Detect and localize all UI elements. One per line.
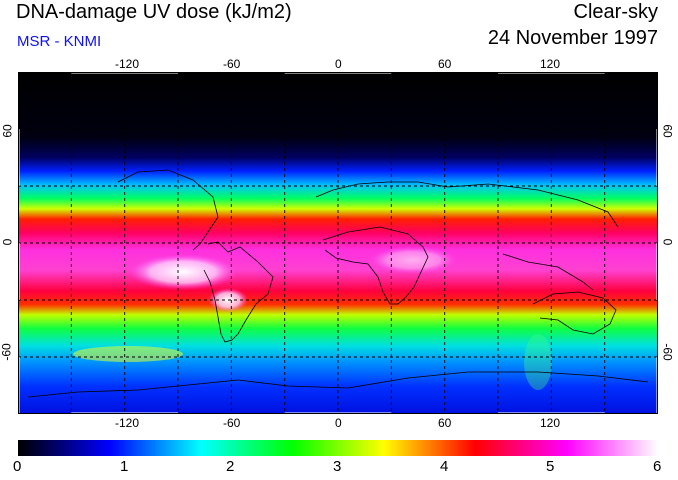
uv-band-anomaly: [524, 334, 552, 390]
lat-tick-right: 0: [660, 238, 675, 246]
map-frame: [18, 72, 658, 414]
coastline-africa: [322, 226, 429, 305]
lon-tick-top: 0: [335, 57, 342, 71]
lon-tick-top: -120: [115, 57, 140, 71]
lon-tick-bottom: 60: [438, 416, 452, 430]
sky-condition-label: Clear-sky: [573, 1, 658, 23]
colorbar-tick-label: 4: [440, 458, 449, 475]
coastline-southeast-asia: [502, 253, 594, 291]
lat-tick-left: 60: [0, 124, 15, 138]
colorbar-gradient: [18, 440, 658, 456]
colorbar-tick-label: 6: [653, 458, 662, 475]
lat-tick-left: -60: [0, 343, 14, 361]
graticule: [18, 72, 658, 414]
lat-tick-left: 0: [0, 238, 15, 246]
colorbar-tick-label: 5: [546, 458, 555, 475]
coastline-north-america: [117, 169, 219, 251]
colorbar: [18, 440, 658, 456]
lon-tick-bottom: 120: [540, 416, 561, 430]
map-title: DNA-damage UV dose (kJ/m2): [16, 1, 292, 23]
lon-tick-bottom: -60: [223, 416, 241, 430]
coastline-antarctica: [27, 371, 649, 398]
colorbar-tick-label: 1: [120, 458, 129, 475]
coastline-australia: [532, 291, 617, 335]
lon-tick-bottom: 0: [335, 416, 342, 430]
uv-maximum-patch: [368, 246, 458, 274]
lon-tick-top: 120: [540, 57, 561, 71]
colorbar-tick-label: 0: [13, 458, 22, 475]
lon-tick-top: 60: [438, 57, 452, 71]
date-label: 24 November 1997: [487, 27, 658, 49]
source-label: MSR - KNMI: [17, 33, 102, 50]
lon-tick-top: -60: [223, 57, 241, 71]
lat-tick-right: -60: [660, 343, 675, 361]
coastline-south-america: [203, 241, 274, 343]
uv-band-anomaly: [73, 346, 183, 362]
colorbar-tick-label: 2: [226, 458, 235, 475]
lon-tick-bottom: -120: [115, 416, 140, 430]
colorbar-tick-label: 3: [333, 458, 342, 475]
uv-maximum-patch: [128, 254, 238, 290]
uv-dose-map: [18, 72, 658, 414]
lat-tick-right: 60: [660, 124, 675, 138]
